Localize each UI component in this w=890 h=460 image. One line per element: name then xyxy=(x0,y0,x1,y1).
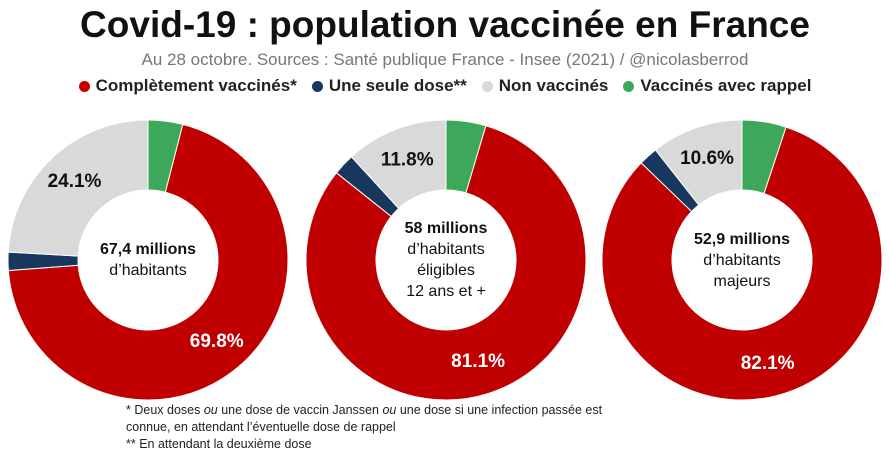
center-line: d’habitants xyxy=(109,262,187,279)
slice-completement-vaccines xyxy=(305,125,587,401)
donut-chart-eligibles: 81.1% 11.8% 58 millions d’habitants éligi… xyxy=(298,112,594,408)
legend-item-rappel: Vaccinés avec rappel xyxy=(623,76,811,96)
footnote-text: * Deux doses xyxy=(126,403,204,417)
footnote-1: * Deux doses ou une dose de vaccin Janss… xyxy=(126,402,602,419)
legend: Complètement vaccinés* Une seule dose** … xyxy=(0,76,890,96)
data-label-non-vaccines: 10.6% xyxy=(680,148,734,169)
slice-non-vaccines xyxy=(654,119,743,206)
legend-item-non-vaccines: Non vaccinés xyxy=(481,76,609,96)
legend-item-une-dose: Une seule dose** xyxy=(311,76,467,96)
donut-center-label: 67,4 millions d’habitants xyxy=(0,112,296,408)
legend-label: Non vaccinés xyxy=(498,76,609,95)
footnotes: * Deux doses ou une dose de vaccin Janss… xyxy=(126,402,602,453)
legend-dot-complet xyxy=(78,80,90,92)
center-bold: 52,9 millions xyxy=(693,230,791,248)
chart-subtitle: Au 28 octobre. Sources : Santé publique … xyxy=(141,50,749,69)
center-line: éligibles xyxy=(417,262,475,279)
legend-label: Une seule dose** xyxy=(328,76,467,95)
legend-label: Vaccinés avec rappel xyxy=(640,76,812,95)
footnote-text: une dose si une infection passée est xyxy=(396,403,603,417)
legend-dot-une-dose xyxy=(311,80,323,92)
footnote-2: ** En attendant la deuxième dose xyxy=(126,437,312,451)
center-line: 12 ans et + xyxy=(406,283,486,300)
data-label-non-vaccines: 11.8% xyxy=(381,149,434,170)
donut-chart-majeurs: 82.1% 10.6% 52,9 millions d’habitants maj… xyxy=(594,112,890,408)
footnote-emphasis: ou xyxy=(203,403,218,417)
footnote-text: une dose de vaccin Janssen xyxy=(217,403,383,417)
chart-title: Covid-19 : population vaccinée en France xyxy=(80,4,810,45)
center-line: d’habitants xyxy=(703,251,781,269)
center-line: d’habitants xyxy=(407,241,485,258)
data-label-completement-vaccines: 69.8% xyxy=(190,331,244,352)
slice-completement-vaccines xyxy=(7,123,289,401)
slice-non-vaccines xyxy=(350,119,447,210)
donut-svg: 69.8% 24.1% xyxy=(7,119,289,401)
data-label-completement-vaccines: 81.1% xyxy=(451,351,505,372)
donut-center-label: 52,9 millions d’habitants majeurs xyxy=(594,112,890,408)
footnote-emphasis: ou xyxy=(382,403,397,417)
data-label-non-vaccines: 24.1% xyxy=(48,171,102,192)
data-label-completement-vaccines: 82.1% xyxy=(741,353,795,374)
slice-non-vaccines xyxy=(7,119,149,257)
center-bold: 58 millions xyxy=(404,220,488,237)
center-line: majeurs xyxy=(713,272,771,290)
legend-dot-non-vaccines xyxy=(481,80,493,92)
donut-svg: 81.1% 11.8% xyxy=(305,119,587,401)
footnote-1-cont: connue, en attendant l’éventuelle dose d… xyxy=(126,420,396,434)
center-bold: 67,4 millions xyxy=(99,241,197,258)
donut-svg: 82.1% 10.6% xyxy=(601,119,883,401)
donut-chart-population: 69.8% 24.1% 67,4 millions d’habitants xyxy=(0,112,296,408)
legend-dot-rappel xyxy=(623,80,635,92)
donut-center-label: 58 millions d’habitants éligibles 12 ans… xyxy=(298,112,594,408)
slice-completement-vaccines xyxy=(601,126,883,401)
legend-item-complet: Complètement vaccinés* xyxy=(78,76,297,96)
legend-label: Complètement vaccinés* xyxy=(95,76,297,95)
